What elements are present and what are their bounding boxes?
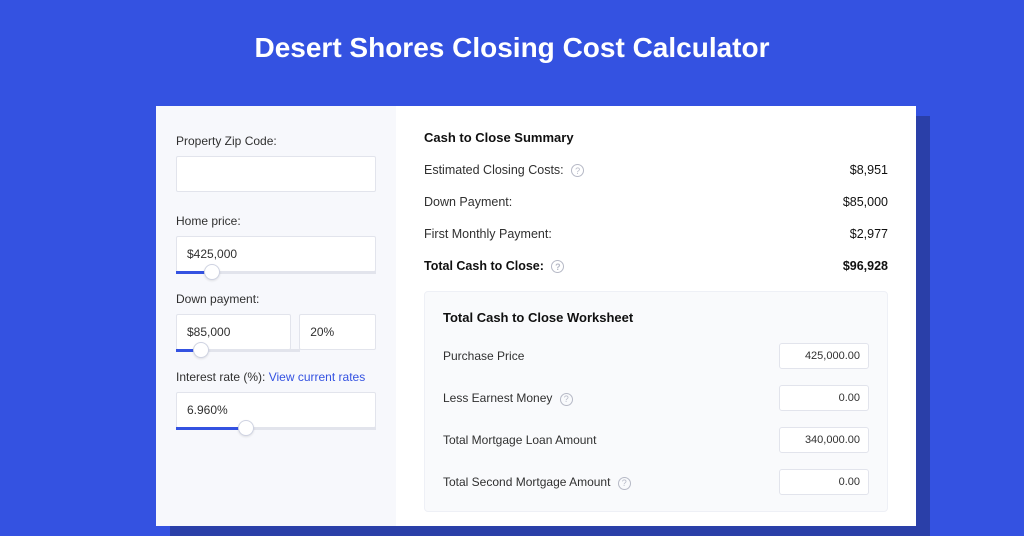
slider-thumb[interactable] [193,342,209,358]
summary-label-text: Estimated Closing Costs: [424,163,564,177]
help-icon[interactable]: ? [551,260,564,273]
home-price-slider[interactable] [176,271,376,274]
worksheet-row-label: Purchase Price [443,349,524,363]
zip-label: Property Zip Code: [176,134,376,148]
worksheet-row-value[interactable]: 425,000.00 [779,343,869,369]
summary-row: Down Payment: $85,000 [424,195,888,209]
worksheet-row-value[interactable]: 0.00 [779,385,869,411]
interest-field: 6.960% [176,392,376,430]
summary-row: Estimated Closing Costs: ? $8,951 [424,163,888,177]
worksheet-panel: Total Cash to Close Worksheet Purchase P… [424,291,888,512]
worksheet-title: Total Cash to Close Worksheet [443,310,869,325]
summary-total-text: Total Cash to Close: [424,259,544,273]
summary-total-value: $96,928 [843,259,888,273]
help-icon[interactable]: ? [571,164,584,177]
help-icon[interactable]: ? [618,477,631,490]
worksheet-row-label: Total Second Mortgage Amount ? [443,475,631,489]
slider-thumb[interactable] [204,264,220,280]
zip-input[interactable] [176,156,376,192]
summary-row: First Monthly Payment: $2,977 [424,227,888,241]
home-price-label: Home price: [176,214,376,228]
results-panel: Cash to Close Summary Estimated Closing … [396,106,916,526]
interest-slider[interactable] [176,427,376,430]
page-title: Desert Shores Closing Cost Calculator [0,0,1024,88]
down-payment-slider[interactable] [176,349,300,352]
inputs-panel: Property Zip Code: Home price: $425,000 … [156,106,396,526]
summary-row-label: First Monthly Payment: [424,227,552,241]
home-price-field: $425,000 [176,236,376,274]
worksheet-row-label: Less Earnest Money ? [443,391,573,405]
worksheet-row: Total Mortgage Loan Amount 340,000.00 [443,427,869,453]
summary-row-value: $85,000 [843,195,888,209]
worksheet-label-text: Less Earnest Money [443,391,552,405]
down-payment-label: Down payment: [176,292,376,306]
down-payment-field: $85,000 20% [176,314,376,352]
summary-total-label: Total Cash to Close: ? [424,259,564,273]
interest-input[interactable]: 6.960% [176,392,376,428]
summary-row-label: Down Payment: [424,195,512,209]
summary-title: Cash to Close Summary [424,130,888,145]
worksheet-row: Total Second Mortgage Amount ? 0.00 [443,469,869,495]
interest-label: Interest rate (%): View current rates [176,370,376,384]
down-payment-pct-input[interactable]: 20% [299,314,376,350]
worksheet-row: Purchase Price 425,000.00 [443,343,869,369]
slider-thumb[interactable] [238,420,254,436]
worksheet-label-text: Total Second Mortgage Amount [443,475,610,489]
worksheet-row-value[interactable]: 340,000.00 [779,427,869,453]
summary-row-value: $2,977 [850,227,888,241]
calculator-card: Property Zip Code: Home price: $425,000 … [156,106,916,526]
worksheet-row-value[interactable]: 0.00 [779,469,869,495]
interest-label-text: Interest rate (%): [176,370,265,384]
worksheet-row-label: Total Mortgage Loan Amount [443,433,596,447]
summary-row-label: Estimated Closing Costs: ? [424,163,584,177]
slider-fill [176,427,246,430]
help-icon[interactable]: ? [560,393,573,406]
view-rates-link[interactable]: View current rates [269,370,366,384]
summary-row-value: $8,951 [850,163,888,177]
worksheet-row: Less Earnest Money ? 0.00 [443,385,869,411]
summary-total-row: Total Cash to Close: ? $96,928 [424,259,888,273]
